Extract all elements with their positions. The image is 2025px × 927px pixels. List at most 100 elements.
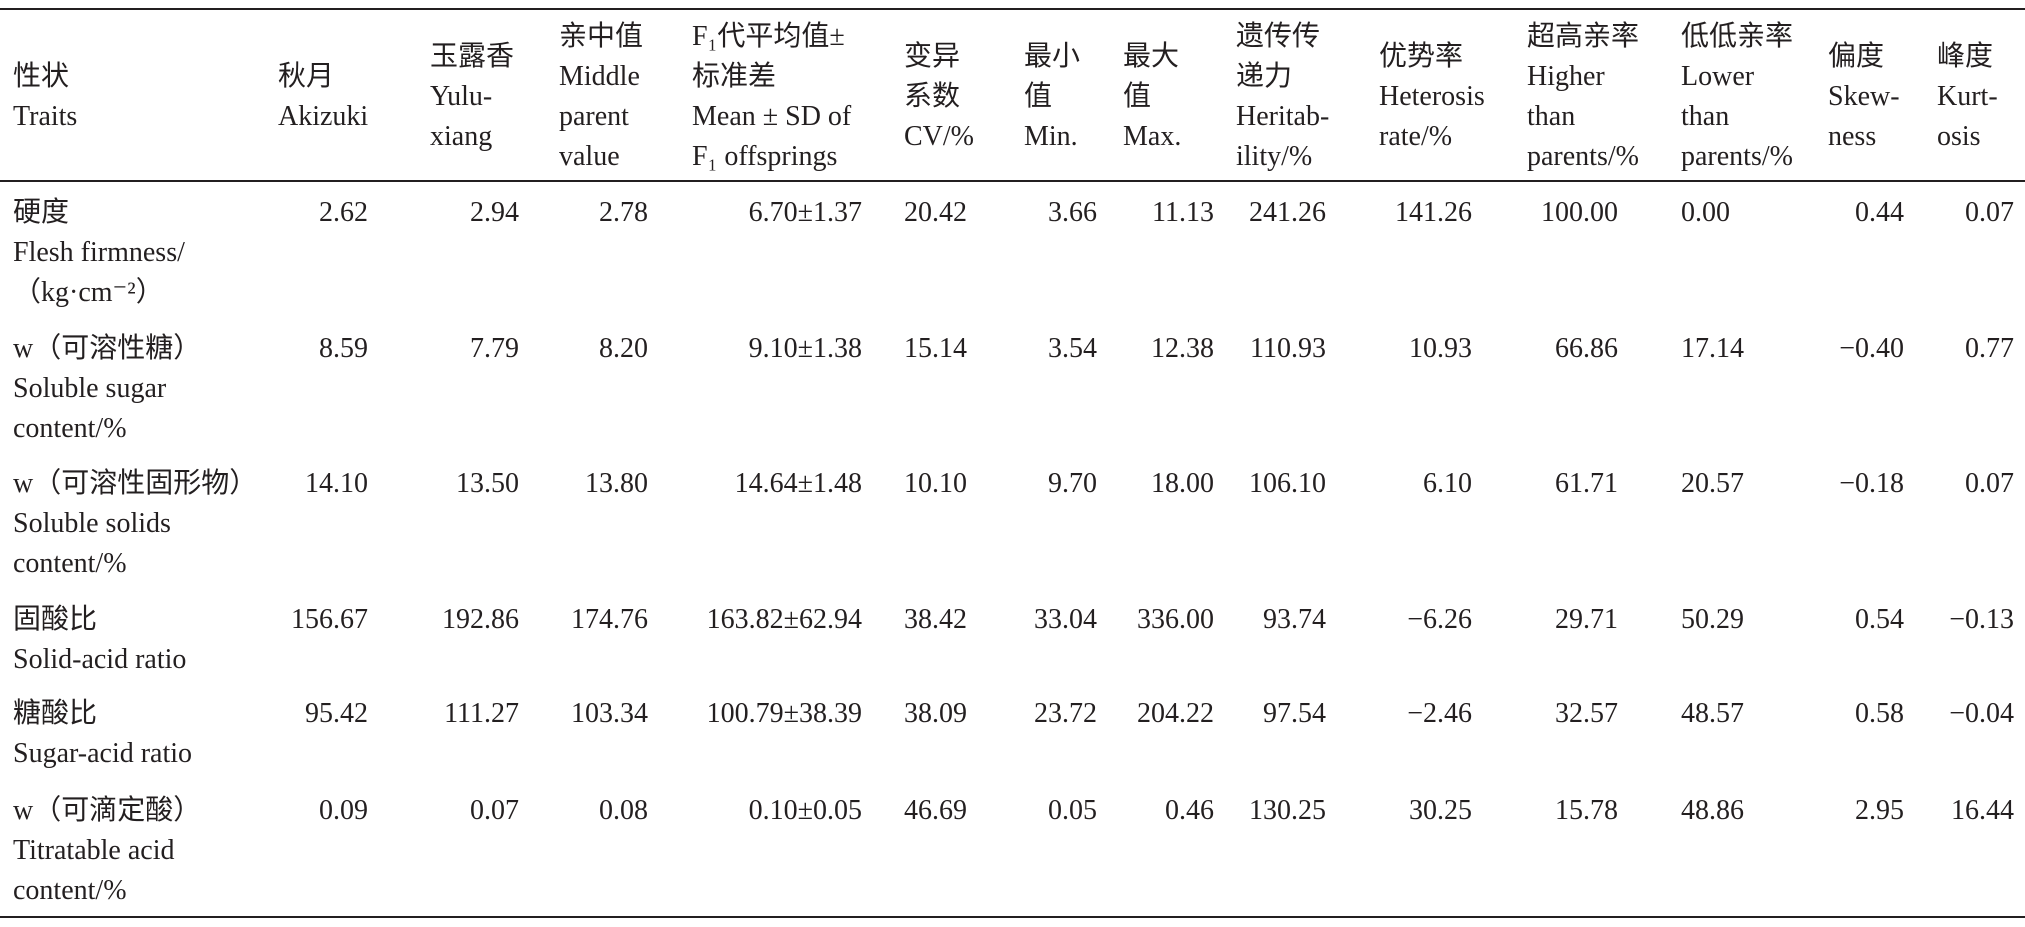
header-cell: value — [559, 141, 620, 172]
table-cell: 110.93 — [1250, 333, 1326, 364]
trait-label: Titratable acid — [13, 835, 175, 866]
table-cell: 13.50 — [456, 468, 519, 499]
table-cell: 8.59 — [319, 333, 368, 364]
table-cell: 93.74 — [1263, 604, 1326, 635]
table-cell: 20.42 — [904, 197, 967, 228]
header-cell: F₁代平均值± — [692, 21, 845, 52]
table-cell: 6.70±1.37 — [748, 197, 862, 228]
header-cell: 最小 — [1024, 41, 1081, 72]
table-cell: 11.13 — [1152, 197, 1214, 228]
table-cell: 0.08 — [599, 795, 648, 826]
table-cell: 38.42 — [904, 604, 967, 635]
header-cell: ility/% — [1236, 141, 1313, 172]
table-cell: −6.26 — [1407, 604, 1472, 635]
trait-label: 硬度 — [13, 197, 70, 228]
table-cell: 7.79 — [470, 333, 519, 364]
header-cell: parent — [559, 101, 629, 132]
trait-label: （kg·cm⁻²） — [13, 277, 164, 308]
table-cell: 15.14 — [904, 333, 967, 364]
header-cell: 偏度 — [1828, 41, 1885, 72]
table-cell: 9.10±1.38 — [748, 333, 862, 364]
trait-label: 糖酸比 — [13, 698, 98, 729]
header-cell: than — [1527, 101, 1576, 132]
header-cell: 亲中值 — [559, 21, 644, 52]
table-cell: 241.26 — [1249, 197, 1326, 228]
header-cell: 变异 — [904, 41, 961, 72]
table-cell: 38.09 — [904, 698, 967, 729]
trait-label: content/% — [13, 875, 127, 906]
header-cell: Mean ± SD of — [692, 101, 852, 132]
table-cell: 13.80 — [585, 468, 648, 499]
table-cell: 336.00 — [1137, 604, 1214, 635]
table-cell: 0.09 — [319, 795, 368, 826]
trait-label: content/% — [13, 548, 127, 579]
table-cell: 0.00 — [1681, 197, 1730, 228]
table-cell: 0.07 — [1965, 197, 2014, 228]
trait-label: 固酸比 — [13, 604, 98, 635]
header-cell: 系数 — [904, 81, 961, 112]
header-cell: Traits — [13, 101, 78, 132]
table-cell: 50.29 — [1681, 604, 1744, 635]
header-cell: Skew- — [1828, 81, 1900, 112]
table-cell: 0.58 — [1855, 698, 1904, 729]
table-cell: 14.10 — [305, 468, 368, 499]
table-cell: 2.95 — [1855, 795, 1904, 826]
table-cell: 23.72 — [1034, 698, 1097, 729]
table-cell: 14.64±1.48 — [734, 468, 862, 499]
table-cell: 192.86 — [442, 604, 519, 635]
header-cell: 秋月 — [278, 61, 335, 92]
table-cell: 18.00 — [1151, 468, 1214, 499]
bottom-rule — [0, 916, 2025, 918]
header-cell: Kurt- — [1937, 81, 1998, 112]
table-cell: 0.07 — [470, 795, 519, 826]
table-cell: −0.40 — [1839, 333, 1904, 364]
table-cell: 6.10 — [1423, 468, 1472, 499]
header-cell: xiang — [430, 121, 493, 152]
header-cell: 玉露香 — [430, 41, 515, 72]
table-cell: 0.10±0.05 — [748, 795, 862, 826]
table-cell: 2.78 — [599, 197, 648, 228]
table-cell: 17.14 — [1681, 333, 1744, 364]
header-cell: F₁ offsprings — [692, 141, 838, 172]
table-cell: 9.70 — [1048, 468, 1097, 499]
table-cell: 48.86 — [1681, 795, 1744, 826]
header-cell: 低低亲率 — [1681, 21, 1794, 52]
table-cell: 204.22 — [1137, 698, 1214, 729]
table-cell: 0.05 — [1048, 795, 1097, 826]
trait-label: w（可滴定酸） — [13, 795, 202, 826]
header-cell: Lower — [1681, 61, 1755, 92]
table-cell: 97.54 — [1263, 698, 1326, 729]
header-cell: Min. — [1024, 121, 1078, 152]
table-cell: 130.25 — [1249, 795, 1326, 826]
header-cell: 遗传传 — [1236, 21, 1321, 52]
table-cell: 48.57 — [1681, 698, 1744, 729]
table-cell: 20.57 — [1681, 468, 1744, 499]
table-cell: 141.26 — [1395, 197, 1472, 228]
header-cell: 递力 — [1236, 61, 1293, 92]
trait-label: Soluble sugar — [13, 373, 167, 404]
header-cell: Heritab- — [1236, 101, 1330, 132]
header-cell: CV/% — [904, 121, 974, 152]
header-cell: than — [1681, 101, 1730, 132]
header-cell: Heterosis — [1379, 81, 1485, 112]
header-cell: 优势率 — [1379, 41, 1464, 72]
table-cell: 174.76 — [571, 604, 648, 635]
table-cell: 15.78 — [1555, 795, 1618, 826]
table-cell: 156.67 — [291, 604, 368, 635]
table-cell: 106.10 — [1249, 468, 1326, 499]
header-cell: 性状 — [13, 61, 70, 92]
table-cell: 30.25 — [1409, 795, 1472, 826]
header-cell: parents/% — [1681, 141, 1793, 172]
table-cell: 16.44 — [1951, 795, 2014, 826]
header-rule — [0, 180, 2025, 182]
table-cell: 100.79±38.39 — [706, 698, 862, 729]
header-cell: osis — [1937, 121, 1981, 152]
table-cell: 111.27 — [444, 698, 519, 729]
table-cell: 0.44 — [1855, 197, 1904, 228]
table-cell: 33.04 — [1034, 604, 1097, 635]
table-cell: 66.86 — [1555, 333, 1618, 364]
trait-label: Flesh firmness/ — [13, 237, 185, 268]
header-cell: 标准差 — [692, 61, 777, 92]
header-cell: 最大 — [1123, 41, 1180, 72]
